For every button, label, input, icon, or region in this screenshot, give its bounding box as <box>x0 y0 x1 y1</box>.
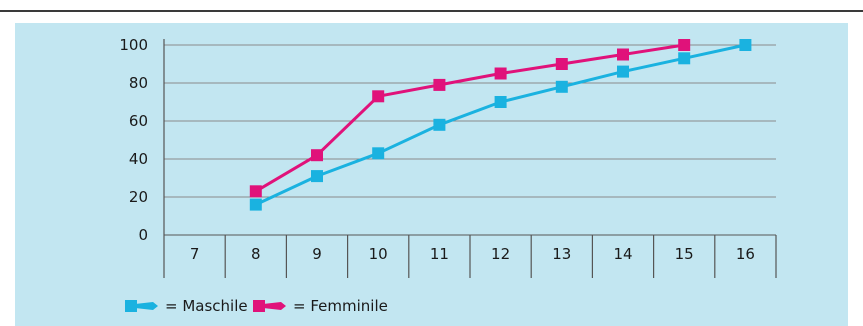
series-1-point-10 <box>372 90 385 103</box>
legend-arrow-1 <box>263 302 286 310</box>
legend-marker-1 <box>253 300 265 312</box>
legend-label-1: = Femminile <box>293 297 388 315</box>
series-0-point-9 <box>311 170 323 183</box>
series-1-point-11 <box>433 78 446 91</box>
x-tick-label-14: 14 <box>613 245 632 263</box>
legend: = Maschile = Femminile <box>125 297 388 315</box>
y-tick-label-80: 80 <box>129 74 148 92</box>
legend-arrow-0 <box>135 302 158 310</box>
y-tick-labels: 0 20 40 60 80 100 <box>119 36 148 244</box>
y-tick-label-60: 60 <box>129 112 148 130</box>
x-tick-label-11: 11 <box>430 245 449 263</box>
series-1-point-14 <box>617 48 629 61</box>
top-divider <box>0 10 863 12</box>
series-1-point-15 <box>678 39 691 51</box>
chart-panel: 0 20 40 60 80 100 7 8 9 10 11 12 13 14 15 16 = Maschil… <box>15 23 848 326</box>
axes <box>163 39 777 278</box>
legend-entry-1: = Femminile <box>253 297 388 315</box>
series-1-point-12 <box>494 67 507 80</box>
y-tick-label-100: 100 <box>119 36 148 54</box>
x-tick-label-13: 13 <box>552 245 571 263</box>
x-tick-label-10: 10 <box>369 245 388 263</box>
x-tick-label-16: 16 <box>736 245 755 263</box>
series-0-point-11 <box>433 118 446 131</box>
x-tick-label-9: 9 <box>312 245 322 263</box>
series-0-point-13 <box>555 80 568 93</box>
grid-lines <box>164 44 776 236</box>
legend-marker-0 <box>125 300 137 312</box>
legend-label-0: = Maschile <box>165 297 248 315</box>
y-tick-label-0: 0 <box>138 226 148 244</box>
legend-entry-0: = Maschile <box>125 297 248 315</box>
series-1-point-9 <box>311 149 323 162</box>
series-0-point-10 <box>372 147 385 160</box>
series-0-point-14 <box>617 65 629 78</box>
x-tick-label-15: 15 <box>675 245 694 263</box>
x-tick-label-8: 8 <box>251 245 261 263</box>
series-0-point-8 <box>249 198 262 211</box>
y-tick-label-20: 20 <box>129 188 148 206</box>
x-tick-labels: 7 8 9 10 11 12 13 14 15 16 <box>190 245 755 263</box>
series-line-1 <box>255 43 685 193</box>
series-1-point-8 <box>249 185 262 198</box>
line-chart: 0 20 40 60 80 100 7 8 9 10 11 12 13 14 15 16 = Maschil… <box>119 36 777 315</box>
series-0-point-12 <box>494 96 507 108</box>
y-tick-label-40: 40 <box>129 150 148 168</box>
series-1-point-13 <box>555 58 568 70</box>
x-tick-label-12: 12 <box>491 245 510 263</box>
x-tick-label-7: 7 <box>190 245 200 263</box>
series-0-point-16 <box>739 39 752 51</box>
series-0-point-15 <box>678 52 691 65</box>
series-lines <box>249 39 752 211</box>
